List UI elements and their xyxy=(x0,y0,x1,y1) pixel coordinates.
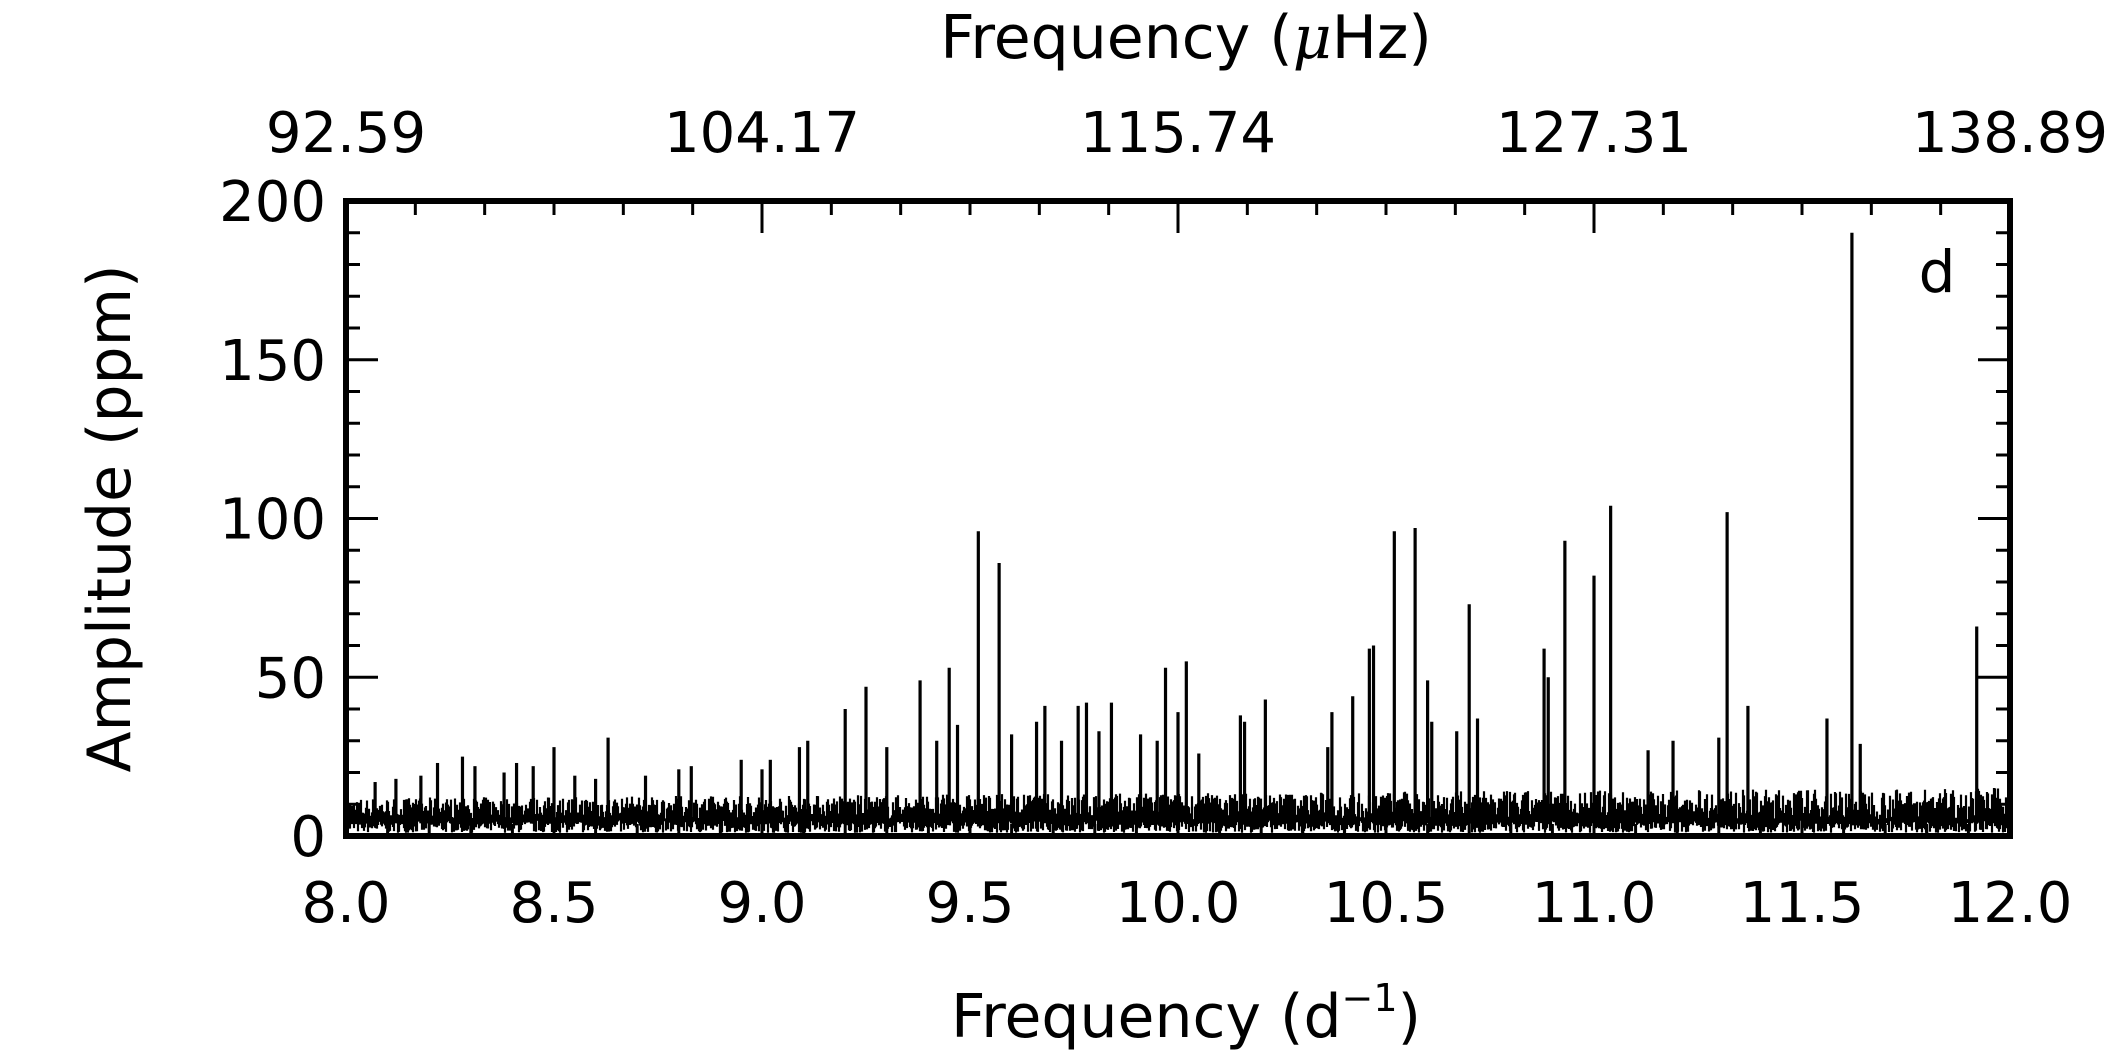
x-axis-title-superscript: −1 xyxy=(1342,976,1398,1020)
y-tick-label: 100 xyxy=(219,488,326,553)
x-axis-title-main: Frequency (d xyxy=(951,982,1342,1052)
x-tick-label: 10.5 xyxy=(1324,871,1449,936)
panel-label: d xyxy=(1919,238,1956,306)
top-axis-title-mu: μ xyxy=(1293,3,1332,73)
x-tick-label: 8.0 xyxy=(301,871,390,936)
x-tick-label: 11.5 xyxy=(1740,871,1865,936)
x-tick-label: 9.0 xyxy=(717,871,806,936)
top-axis-title-pre: Frequency ( xyxy=(940,3,1292,73)
top-axis-title-post: Hz) xyxy=(1332,3,1432,73)
top-tick-label: 92.59 xyxy=(266,101,426,166)
spectrum-peaks xyxy=(373,232,1979,824)
tick-labels: 8.0 8.5 9.0 9.5 10.0 10.5 11.0 11.5 12.0 92.59 104… xyxy=(219,101,2108,936)
x-tick-label: 10.0 xyxy=(1116,871,1241,936)
y-tick-label: 200 xyxy=(219,170,326,235)
top-tick-label: 104.17 xyxy=(664,101,860,166)
x-tick-label: 12.0 xyxy=(1948,871,2073,936)
x-tick-label: 9.5 xyxy=(925,871,1014,936)
x-axis-title-close: ) xyxy=(1398,982,1421,1052)
y-tick-label: 0 xyxy=(290,805,326,870)
top-tick-label: 127.31 xyxy=(1496,101,1692,166)
top-tick-label: 138.89 xyxy=(1912,101,2108,166)
y-tick-label: 150 xyxy=(219,329,326,394)
x-tick-label: 8.5 xyxy=(509,871,598,936)
top-axis-title: Frequency (μHz) xyxy=(940,3,1431,73)
y-tick-label: 50 xyxy=(255,646,326,711)
y-axis-title: Amplitude (ppm) xyxy=(75,265,145,773)
top-tick-label: 115.74 xyxy=(1080,101,1276,166)
x-tick-label: 11.0 xyxy=(1532,871,1657,936)
x-axis-title: Frequency (d−1) xyxy=(951,976,1421,1052)
plot-frame xyxy=(343,198,2013,839)
